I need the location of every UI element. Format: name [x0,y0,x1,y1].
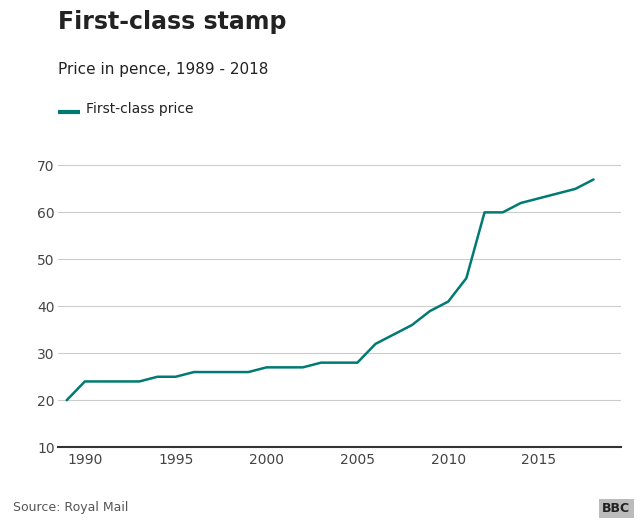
Text: Price in pence, 1989 - 2018: Price in pence, 1989 - 2018 [58,62,268,77]
Text: Source: Royal Mail: Source: Royal Mail [13,501,128,514]
Text: First-class price: First-class price [86,102,194,116]
Text: First-class stamp: First-class stamp [58,10,286,34]
Text: BBC: BBC [602,502,630,515]
